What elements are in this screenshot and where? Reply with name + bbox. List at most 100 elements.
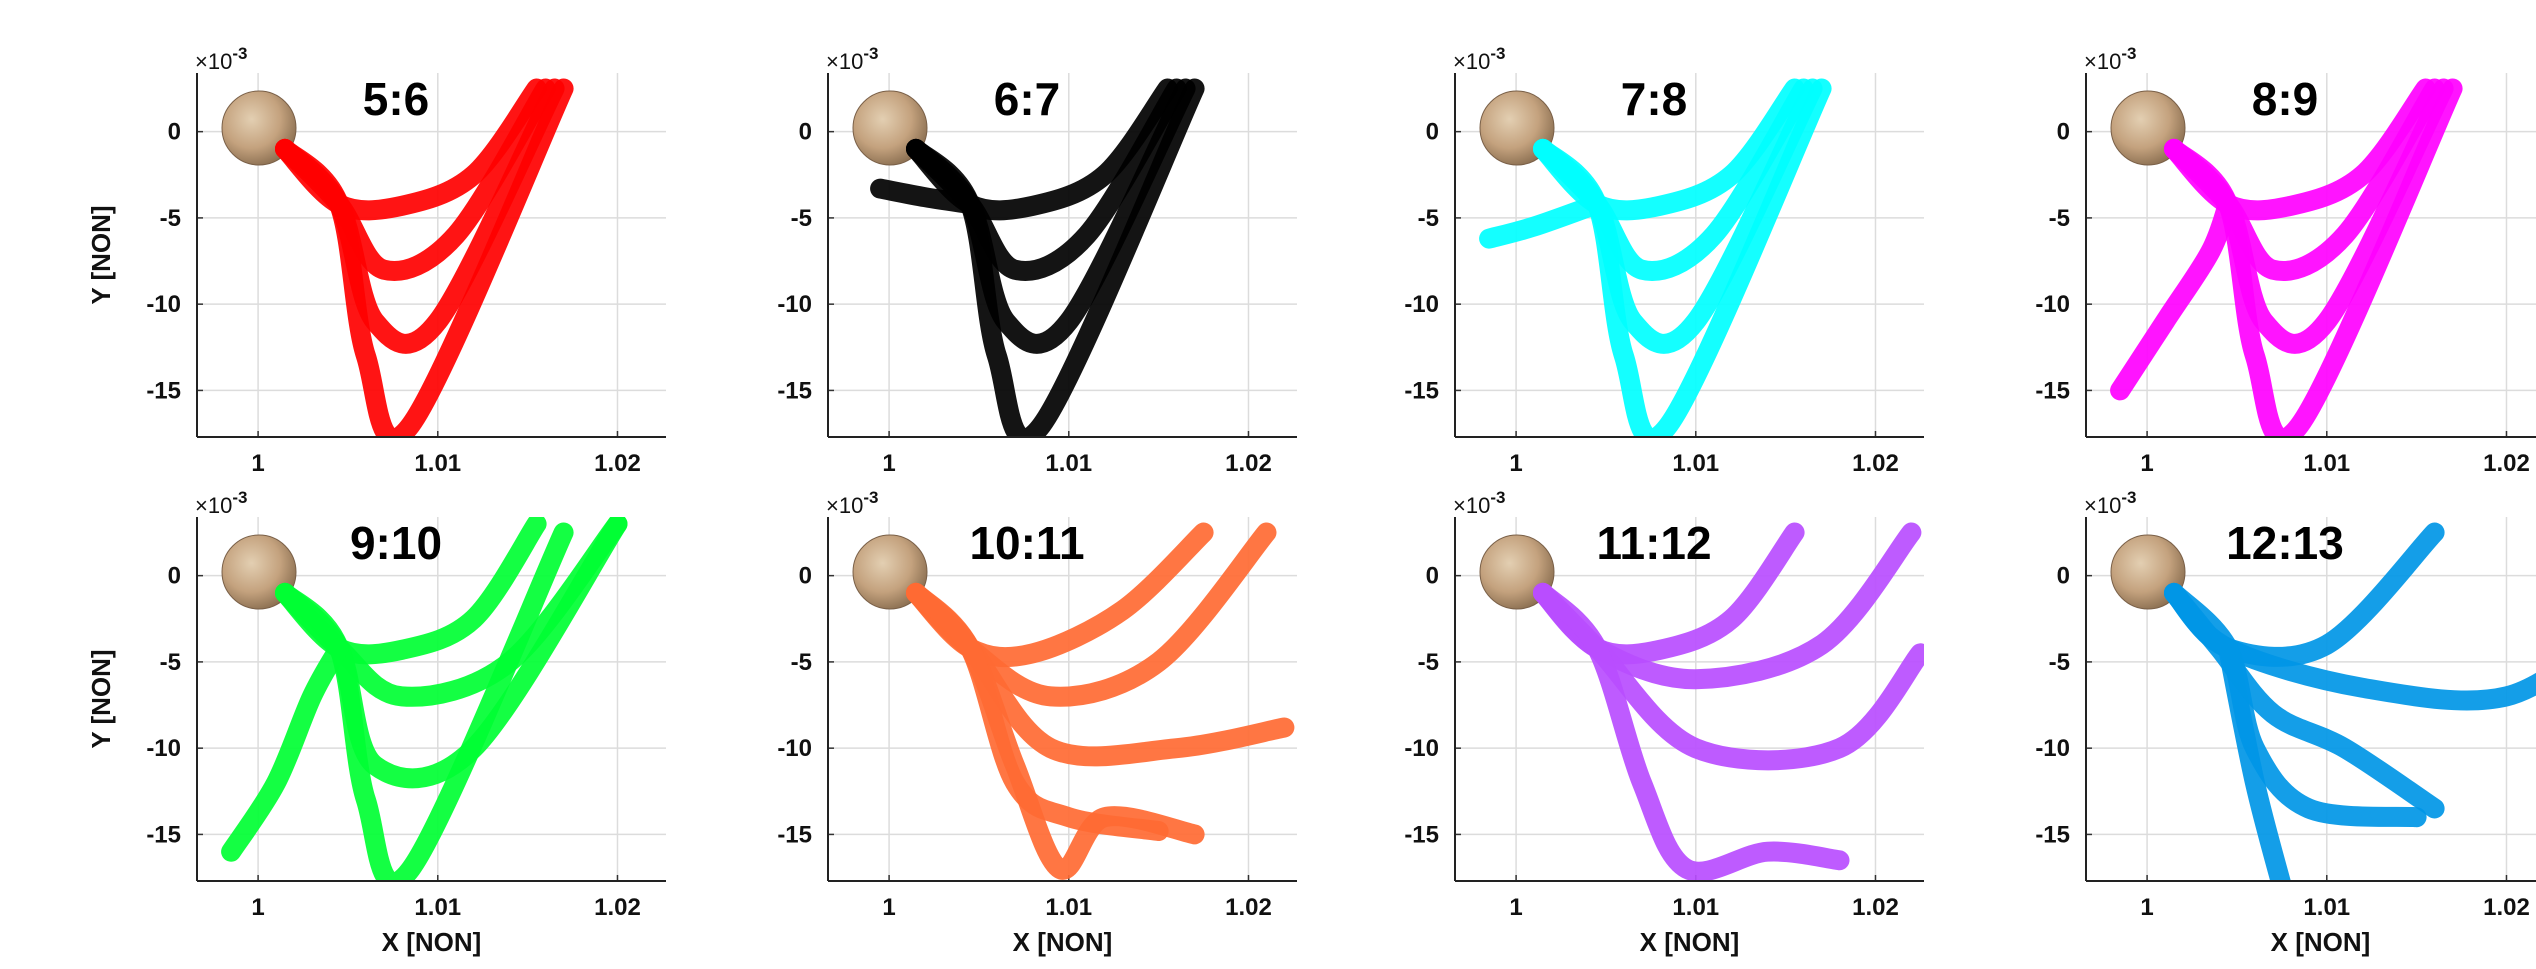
axis-multiplier: ×10-3 xyxy=(826,44,878,74)
y-tick-label: 0 xyxy=(799,119,812,146)
subplot-title: 7:8 xyxy=(1621,73,1687,125)
x-axis-label: X [NON] xyxy=(2271,927,2371,957)
multiplier-base: ×10 xyxy=(2084,493,2121,518)
y-tick-label: 0 xyxy=(1426,563,1439,590)
x-axis-label: X [NON] xyxy=(382,927,482,957)
multiplier-base: ×10 xyxy=(195,493,232,518)
subplot: 1 1.01 1.02 0 -5 -10 -15 7:8 ×10-3 xyxy=(1404,44,1924,477)
subplot: 1 1.01 1.02 0 -5 -10 -15 8:9 ×10-3 xyxy=(2035,44,2536,477)
x-tick-label: 1.01 xyxy=(1672,450,1719,477)
x-axis-label: X [NON] xyxy=(1013,927,1113,957)
y-tick-label: -15 xyxy=(146,377,181,404)
y-tick-label: -15 xyxy=(2035,377,2070,404)
multiplier-base: ×10 xyxy=(195,49,232,74)
x-tick-label: 1.02 xyxy=(2483,450,2530,477)
y-tick-label: -5 xyxy=(2049,649,2070,676)
y-tick-label: 0 xyxy=(799,563,812,590)
subplot-title: 9:10 xyxy=(350,517,442,569)
y-tick-label: 0 xyxy=(2057,563,2070,590)
x-tick-label: 1.02 xyxy=(594,450,641,477)
plot-area xyxy=(222,524,618,883)
trajectory-bundle xyxy=(1489,204,1597,239)
axis-multiplier: ×10-3 xyxy=(1453,44,1505,74)
x-tick-label: 1.01 xyxy=(1045,450,1092,477)
y-tick-label: -15 xyxy=(777,377,812,404)
multiplier-exponent: -3 xyxy=(1490,44,1505,63)
axis-multiplier: ×10-3 xyxy=(195,488,247,518)
x-tick-label: 1.01 xyxy=(2303,894,2350,921)
axis-multiplier: ×10-3 xyxy=(826,488,878,518)
subplot-title: 12:13 xyxy=(2226,517,2344,569)
y-axis-label: Y [NON] xyxy=(86,205,116,304)
x-tick-label: 1.01 xyxy=(1672,894,1719,921)
x-tick-label: 1 xyxy=(251,450,264,477)
x-tick-label: 1.02 xyxy=(2483,894,2530,921)
y-tick-label: -5 xyxy=(1418,205,1439,232)
x-tick-label: 1.02 xyxy=(1852,450,1899,477)
subplot-title: 8:9 xyxy=(2252,73,2318,125)
x-tick-label: 1.01 xyxy=(1045,894,1092,921)
trajectory-bundle xyxy=(916,593,1159,831)
y-tick-label: -10 xyxy=(146,735,181,762)
multiplier-exponent: -3 xyxy=(863,488,878,507)
x-tick-label: 1 xyxy=(1509,450,1522,477)
x-tick-label: 1 xyxy=(2140,450,2153,477)
subplot: 1 1.01 1.02 0 -5 -10 -15 6:7 ×10-3 xyxy=(777,44,1297,477)
x-tick-label: 1 xyxy=(882,894,895,921)
x-tick-label: 1 xyxy=(882,450,895,477)
y-tick-label: -5 xyxy=(160,649,181,676)
x-tick-label: 1.01 xyxy=(414,894,461,921)
multiplier-exponent: -3 xyxy=(1490,488,1505,507)
y-tick-label: -5 xyxy=(1418,649,1439,676)
y-tick-label: -5 xyxy=(791,205,812,232)
subplot-title: 6:7 xyxy=(994,73,1060,125)
x-tick-label: 1.01 xyxy=(2303,450,2350,477)
trajectory-bundle xyxy=(231,648,339,852)
axis-multiplier: ×10-3 xyxy=(2084,44,2136,74)
y-tick-label: -5 xyxy=(791,649,812,676)
plot-area xyxy=(1480,89,1822,439)
multiplier-base: ×10 xyxy=(826,49,863,74)
y-tick-label: -15 xyxy=(1404,821,1439,848)
y-tick-label: -10 xyxy=(1404,291,1439,318)
page: {"chart_data": [ {"type": "line", "title… xyxy=(0,0,2536,969)
y-tick-label: -10 xyxy=(777,291,812,318)
plot-area xyxy=(1480,533,1920,872)
y-tick-label: -5 xyxy=(160,205,181,232)
trajectory-bundle xyxy=(2120,204,2228,390)
multiplier-exponent: -3 xyxy=(2121,488,2136,507)
y-tick-label: -5 xyxy=(2049,205,2070,232)
y-tick-label: -10 xyxy=(1404,735,1439,762)
y-tick-label: 0 xyxy=(168,563,181,590)
subplot-title: 10:11 xyxy=(969,517,1084,569)
y-tick-label: -10 xyxy=(2035,735,2070,762)
multiplier-exponent: -3 xyxy=(2121,44,2136,63)
plot-area xyxy=(2111,533,2536,887)
x-tick-label: 1.02 xyxy=(1225,450,1272,477)
x-axis-label: X [NON] xyxy=(1640,927,1740,957)
y-tick-label: 0 xyxy=(2057,119,2070,146)
figure: 11.011.020-5-10-155:6×10-3Y [NON]11.011.… xyxy=(0,0,2536,969)
y-tick-label: -15 xyxy=(146,821,181,848)
y-axis-label: Y [NON] xyxy=(86,649,116,748)
plot-area xyxy=(2111,89,2453,439)
y-tick-label: 0 xyxy=(168,119,181,146)
y-tick-label: -15 xyxy=(1404,377,1439,404)
x-tick-label: 1 xyxy=(2140,894,2153,921)
multiplier-base: ×10 xyxy=(1453,493,1490,518)
trajectory-bundle xyxy=(285,533,564,883)
multiplier-exponent: -3 xyxy=(232,44,247,63)
y-tick-label: -10 xyxy=(777,735,812,762)
y-tick-label: -10 xyxy=(146,291,181,318)
y-tick-label: -10 xyxy=(2035,291,2070,318)
y-tick-label: 0 xyxy=(1426,119,1439,146)
y-tick-label: -15 xyxy=(777,821,812,848)
multiplier-base: ×10 xyxy=(826,493,863,518)
subplot-title: 11:12 xyxy=(1596,517,1711,569)
plot-area xyxy=(222,89,564,439)
subplot-title: 5:6 xyxy=(363,73,429,125)
x-tick-label: 1.02 xyxy=(1852,894,1899,921)
